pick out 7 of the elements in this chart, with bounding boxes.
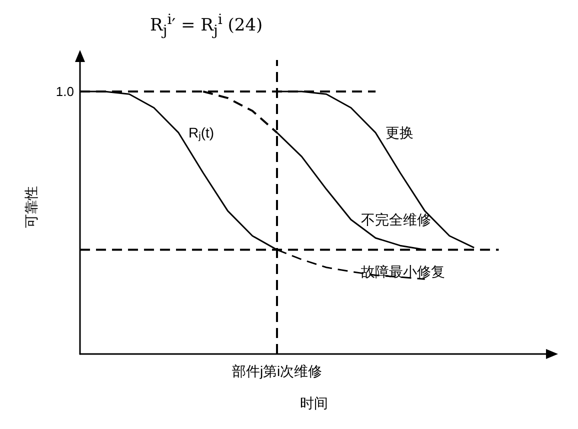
y-axis-title: 可靠性 [23, 186, 39, 228]
series-label: 更换 [386, 124, 414, 141]
text: 1.0 [56, 84, 74, 99]
text: R$_{j}$$^{i}$′ = R$_{j}$$^{i}$ (24) [149, 11, 264, 42]
series-label: 不完全维修 [360, 212, 431, 228]
x-axis-title: 时间 [300, 395, 328, 411]
text: 部件j第i次维修 [232, 363, 322, 379]
